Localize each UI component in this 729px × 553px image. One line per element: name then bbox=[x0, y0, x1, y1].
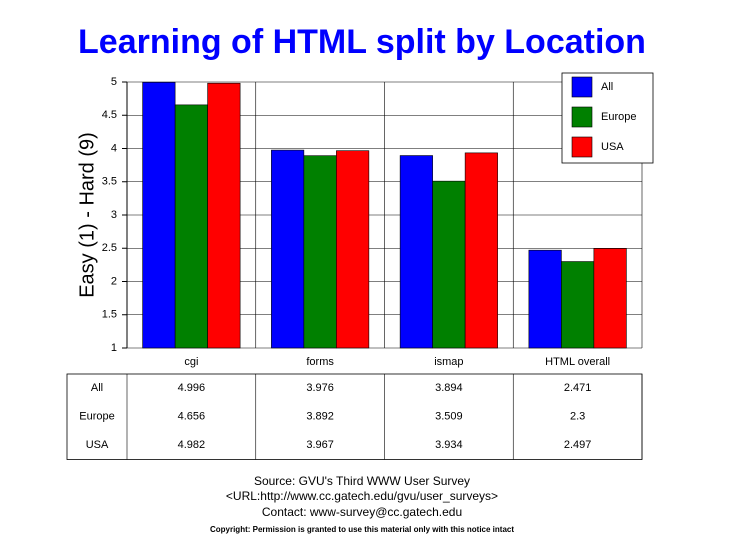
bar bbox=[593, 248, 627, 349]
y-tick-label: 2 bbox=[111, 275, 117, 287]
y-tick-label: 1 bbox=[111, 342, 117, 354]
y-tick-label: 3 bbox=[111, 209, 117, 221]
legend-label: Europe bbox=[601, 111, 636, 123]
table-cell: 2.471 bbox=[564, 382, 592, 394]
y-axis-label: Easy (1) - Hard (9) bbox=[76, 132, 98, 298]
source-note: Contact: www-survey@cc.gatech.edu bbox=[262, 505, 462, 519]
table-cell: 2.497 bbox=[564, 439, 592, 451]
bar bbox=[303, 155, 337, 349]
source-note: Source: GVU's Third WWW User Survey bbox=[254, 474, 470, 488]
bar bbox=[271, 149, 305, 349]
table-cell: 3.934 bbox=[435, 439, 463, 451]
table-cell: 3.967 bbox=[306, 439, 334, 451]
legend-label: USA bbox=[601, 141, 624, 153]
y-tick-label: 5 bbox=[111, 76, 117, 88]
bar bbox=[561, 261, 595, 349]
table-cell: 4.982 bbox=[178, 439, 206, 451]
legend-swatch bbox=[571, 106, 593, 128]
chart-title: Learning of HTML split by Location bbox=[78, 23, 646, 61]
x-tick-label: ismap bbox=[434, 356, 463, 368]
table-row-label: USA bbox=[86, 439, 109, 451]
y-tick-label: 4 bbox=[111, 142, 117, 154]
table-cell: 2.3 bbox=[570, 411, 585, 423]
legend-swatch bbox=[571, 76, 593, 98]
legend-swatch bbox=[571, 136, 593, 158]
table-cell: 4.996 bbox=[178, 382, 206, 394]
legend-label: All bbox=[601, 81, 613, 93]
bar bbox=[336, 150, 370, 349]
table-cell: 3.509 bbox=[435, 411, 463, 423]
table-cell: 3.894 bbox=[435, 382, 463, 394]
table-cell: 3.976 bbox=[306, 382, 334, 394]
bar bbox=[432, 180, 466, 349]
source-note: <URL:http://www.cc.gatech.edu/gvu/user_s… bbox=[226, 489, 498, 503]
y-tick-label: 2.5 bbox=[102, 242, 117, 254]
y-tick-label: 4.5 bbox=[102, 109, 117, 121]
table-cell: 4.656 bbox=[178, 411, 206, 423]
bar bbox=[464, 152, 498, 349]
copyright: Copyright: Permission is granted to use … bbox=[210, 525, 514, 534]
x-tick-label: forms bbox=[306, 356, 334, 368]
y-tick-label: 3.5 bbox=[102, 176, 117, 188]
bar bbox=[528, 249, 562, 349]
x-tick-label: HTML overall bbox=[545, 356, 610, 368]
bar bbox=[142, 81, 176, 349]
table-row-label: Europe bbox=[79, 411, 114, 423]
y-tick-label: 1.5 bbox=[102, 309, 117, 321]
x-tick-label: cgi bbox=[184, 356, 198, 368]
table-border bbox=[66, 373, 643, 460]
bar bbox=[174, 104, 208, 349]
table-cell: 3.892 bbox=[306, 411, 334, 423]
bar bbox=[207, 82, 241, 349]
bar bbox=[399, 155, 433, 349]
table-row-label: All bbox=[91, 382, 103, 394]
